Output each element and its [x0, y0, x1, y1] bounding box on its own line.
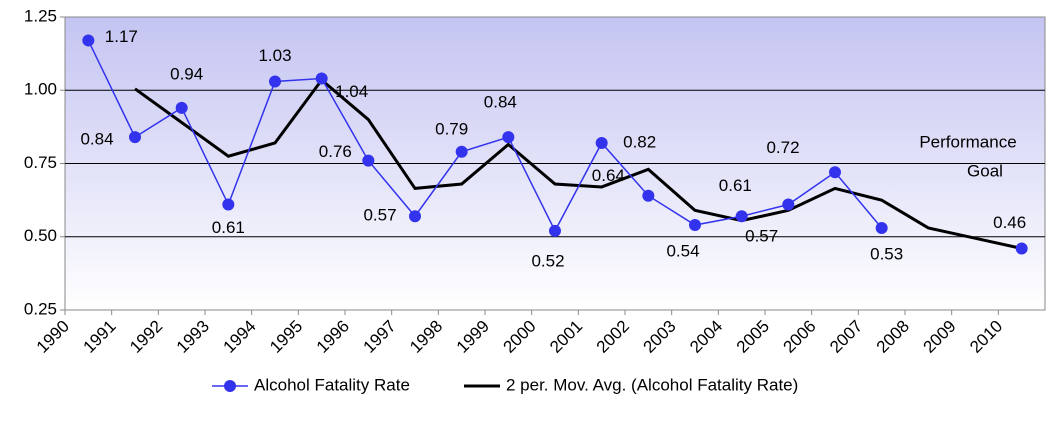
data-label: 1.17	[105, 27, 138, 46]
point	[1015, 242, 1028, 255]
point	[409, 210, 421, 223]
x-tick-label: 2005	[733, 317, 773, 357]
legend-marker	[224, 380, 236, 392]
data-label: 0.64	[592, 166, 625, 185]
data-label: 0.53	[870, 244, 903, 263]
point	[689, 219, 701, 232]
point	[269, 75, 281, 88]
x-tick-label: 1999	[453, 317, 493, 357]
x-tick-label: 1991	[79, 317, 119, 357]
point	[782, 198, 795, 211]
point	[595, 136, 608, 149]
point	[315, 72, 328, 85]
point	[502, 131, 515, 144]
data-label: 0.84	[484, 93, 517, 112]
point	[875, 221, 888, 234]
point	[829, 166, 841, 179]
annotation: Goal	[967, 161, 1003, 180]
data-label: 0.82	[623, 132, 656, 151]
x-tick-label: 1997	[359, 317, 399, 357]
y-tick-label: 0.50	[24, 226, 57, 245]
point	[455, 145, 468, 158]
point	[362, 154, 375, 167]
y-tick-label: 1.00	[24, 80, 57, 99]
data-label: 0.72	[766, 138, 799, 157]
data-label: 1.03	[258, 46, 291, 65]
x-tick-label: 2008	[873, 317, 913, 357]
legend-label: 2 per. Mov. Avg. (Alcohol Fatality Rate)	[506, 375, 798, 394]
legend-label: Alcohol Fatality Rate	[254, 375, 410, 394]
y-tick-label: 1.25	[24, 6, 57, 25]
y-tick-label: 0.75	[24, 153, 57, 172]
x-tick-label: 2004	[686, 317, 726, 357]
data-label: 0.61	[212, 218, 245, 237]
data-label: 0.57	[363, 206, 396, 225]
x-tick-label: 2002	[593, 317, 633, 357]
x-tick-label: 2006	[779, 317, 819, 357]
x-tick-label: 1992	[126, 317, 166, 357]
x-tick-label: 2001	[546, 317, 586, 357]
data-label: 0.52	[531, 251, 564, 270]
x-tick-label: 1994	[219, 317, 259, 357]
point	[549, 224, 561, 237]
x-tick-label: 2007	[826, 317, 866, 357]
point	[642, 189, 655, 202]
x-tick-label: 2000	[499, 317, 539, 357]
data-label: 1.04	[335, 82, 368, 101]
point	[129, 131, 141, 144]
data-label: 0.57	[745, 227, 778, 246]
point	[175, 101, 188, 114]
x-tick-label: 1996	[313, 317, 353, 357]
series-line	[87, 40, 883, 233]
x-tick-label: 2010	[966, 317, 1006, 357]
y-tick-label: 0.25	[24, 299, 57, 318]
x-tick-label: 2009	[919, 317, 959, 357]
annotation: Performance	[919, 132, 1016, 151]
data-label: 0.54	[666, 242, 699, 261]
x-tick-label: 1990	[33, 317, 73, 357]
x-tick-label: 1993	[173, 317, 213, 357]
data-label: 0.79	[435, 119, 468, 138]
data-label: 0.76	[319, 142, 352, 161]
data-label: 0.84	[80, 130, 113, 149]
data-label: 0.94	[170, 64, 203, 83]
x-tick-label: 1998	[406, 317, 446, 357]
point	[82, 34, 95, 47]
point	[222, 198, 235, 211]
data-label: 0.46	[993, 213, 1026, 232]
x-tick-label: 1995	[266, 317, 306, 357]
data-label: 0.61	[719, 176, 752, 195]
point	[735, 210, 748, 223]
x-tick-label: 2003	[639, 317, 679, 357]
